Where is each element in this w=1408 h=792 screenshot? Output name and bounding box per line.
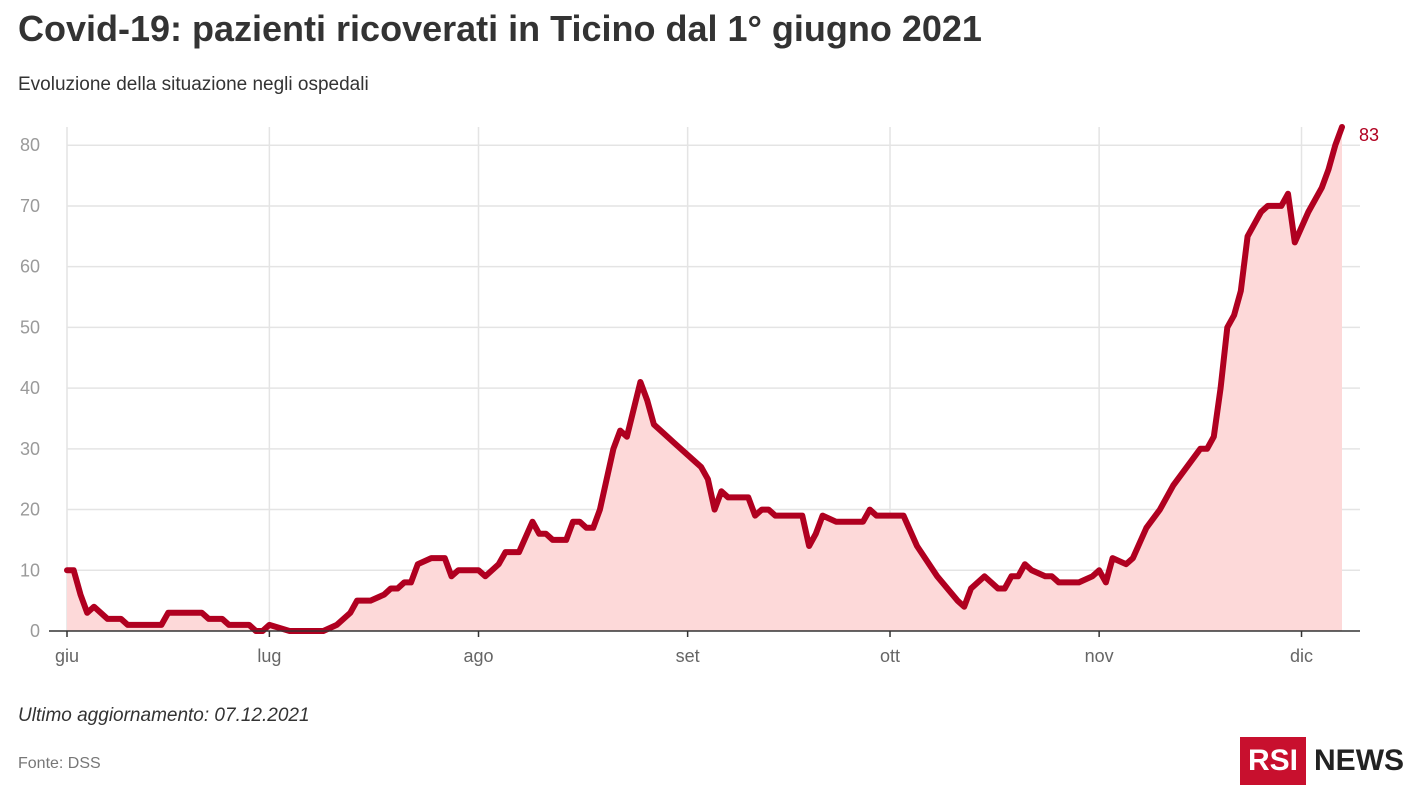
label-layer: 0 10 20 30 40 50 60 70 80 giu lug ago set ott nov dic 83 <box>20 125 1379 666</box>
data-source: Fonte: DSS <box>18 755 101 772</box>
y-tick-label: 10 <box>20 560 40 580</box>
end-value-label: 83 <box>1359 125 1379 145</box>
news-logo-text: NEWS <box>1314 744 1405 777</box>
rsi-logo-box: RSI <box>1240 737 1307 785</box>
y-tick-label: 0 <box>30 621 40 641</box>
y-tick-label: 50 <box>20 317 40 337</box>
chart-title: Covid-19: pazienti ricoverati in Ticino … <box>18 8 982 49</box>
x-tick-label: lug <box>257 646 281 666</box>
hospitalized-area-chart: 0 10 20 30 40 50 60 70 80 giu lug ago set ott nov dic 83 <box>20 124 1379 666</box>
chart-subtitle: Evoluzione della situazione negli ospeda… <box>18 74 369 95</box>
y-tick-label: 60 <box>20 257 40 277</box>
y-tick-label: 30 <box>20 439 40 459</box>
y-tick-label: 80 <box>20 135 40 155</box>
area-layer <box>64 124 1345 634</box>
x-tick-label: ott <box>880 646 900 666</box>
rsi-news-logo: RSI NEWS <box>1240 737 1404 785</box>
y-tick-label: 40 <box>20 378 40 398</box>
x-tick-label: giu <box>55 646 79 666</box>
x-tick-label: dic <box>1290 646 1313 666</box>
y-tick-label: 70 <box>20 196 40 216</box>
x-tick-label: ago <box>463 646 493 666</box>
series-area-fill <box>67 127 1342 631</box>
series-line <box>64 124 1345 634</box>
grid-lines <box>66 127 1360 631</box>
axis-layer <box>49 630 1360 637</box>
last-updated: Ultimo aggiornamento: 07.12.2021 <box>18 705 310 726</box>
y-tick-label: 20 <box>20 500 40 520</box>
x-tick-label: nov <box>1085 646 1114 666</box>
x-tick-label: set <box>676 646 700 666</box>
